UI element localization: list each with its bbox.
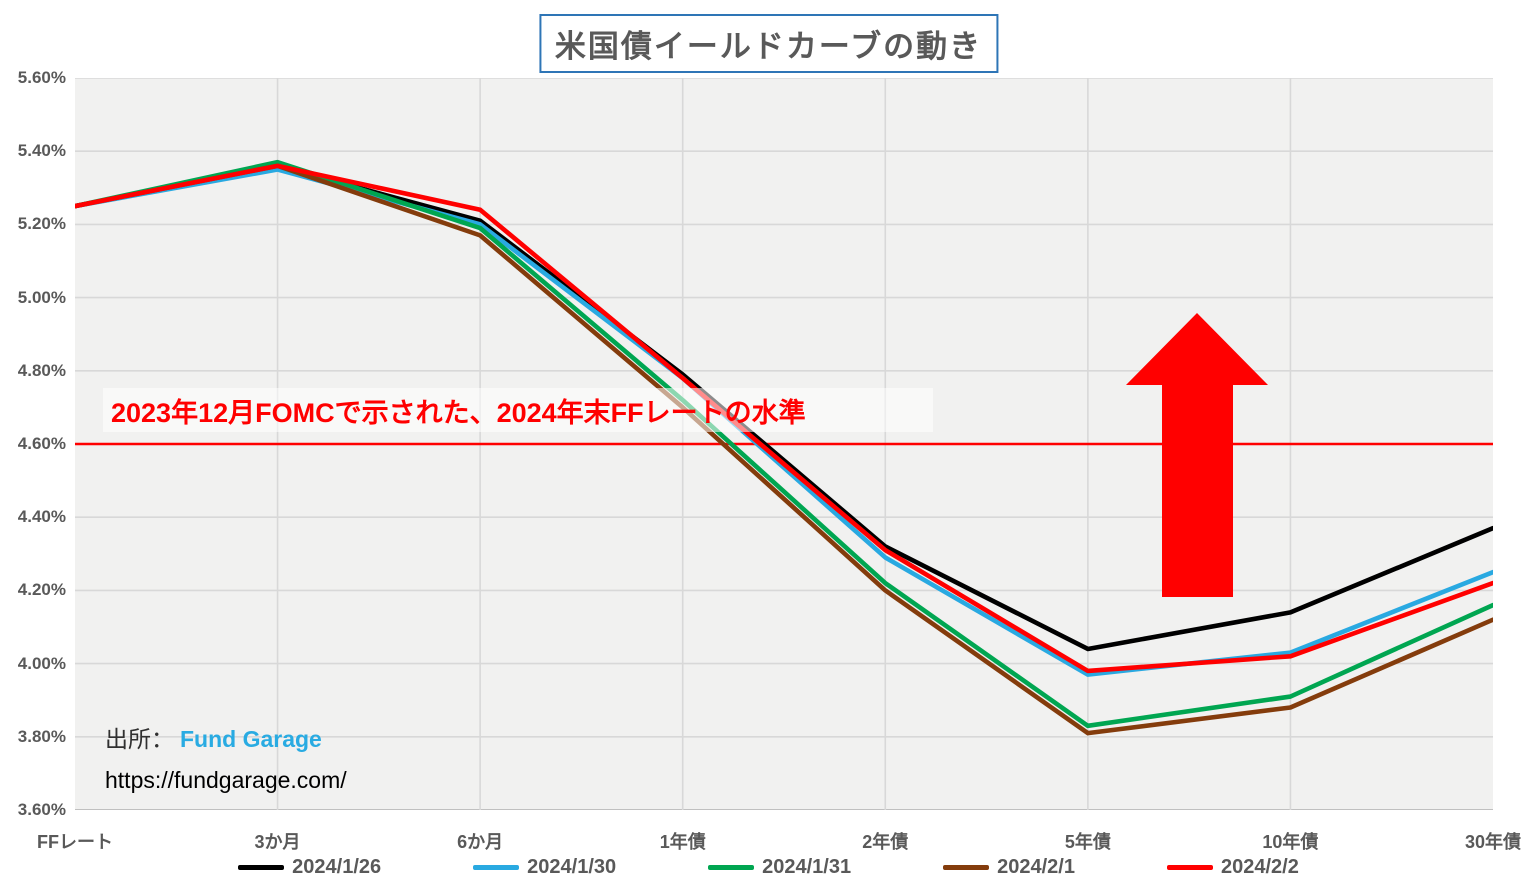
- series-line-2024-2-1: [75, 163, 1493, 736]
- y-tick-label: 3.80%: [17, 726, 66, 746]
- plot-area: 2023年12月FOMCで示された、2024年末FFレートの水準: [75, 78, 1493, 810]
- x-axis-label: 10年債: [1262, 832, 1319, 852]
- source-block: 出所： Fund Garage https://fundgarage.com/: [105, 720, 347, 794]
- fomc-annotation-bg: [103, 388, 933, 432]
- legend-label: 2024/1/26: [292, 856, 382, 878]
- x-axis-label: 30年債: [1464, 832, 1522, 852]
- legend-item: 2024/2/2: [1166, 856, 1299, 879]
- y-tick-label: 3.60%: [17, 800, 66, 819]
- x-axis-label: FFレート: [37, 832, 113, 852]
- source-label: 出所：: [105, 726, 174, 752]
- legend-swatch: [708, 865, 755, 870]
- x-axis-label: 3か月: [254, 832, 301, 852]
- y-tick-label: 4.40%: [17, 507, 66, 527]
- legend: 2024/1/26 2024/1/30 2024/1/31 2024/2/1 2024/…: [0, 856, 1537, 879]
- y-tick-label: 4.20%: [17, 580, 66, 600]
- source-name: Fund Garage: [180, 726, 322, 752]
- legend-swatch: [238, 865, 285, 870]
- x-axis-label: 5年債: [1064, 832, 1111, 852]
- legend-label: 2024/2/1: [997, 856, 1075, 878]
- series-line-2024-2-2: [75, 163, 1493, 674]
- legend-item: 2024/1/26: [238, 856, 381, 879]
- y-tick-label: 5.20%: [17, 214, 66, 234]
- y-tick-label: 5.40%: [17, 141, 66, 161]
- yield-curve-plot: 2023年12月FOMCで示された、2024年末FFレートの水準: [75, 78, 1493, 810]
- y-tick-label: 5.00%: [17, 287, 66, 307]
- legend-swatch: [1166, 865, 1213, 870]
- y-tick-label: 5.60%: [17, 68, 66, 87]
- legend-label: 2024/1/30: [527, 856, 617, 878]
- source-line: 出所： Fund Garage: [105, 720, 347, 754]
- x-axis-label: 6か月: [457, 832, 504, 852]
- source-url: https://fundgarage.com/: [105, 767, 347, 793]
- legend-label: 2024/1/31: [762, 856, 852, 878]
- y-tick-label: 4.80%: [17, 360, 66, 380]
- legend-item: 2024/1/30: [473, 856, 616, 879]
- fomc-annotation: 2023年12月FOMCで示された、2024年末FFレートの水準: [111, 397, 806, 428]
- x-axis-label: 1年債: [659, 832, 706, 852]
- y-tick-label: 4.60%: [17, 434, 66, 453]
- up-arrow: [1126, 313, 1268, 597]
- legend-item: 2024/2/1: [943, 856, 1075, 879]
- y-tick-label: 4.00%: [17, 653, 66, 673]
- legend-item: 2024/1/31: [708, 856, 851, 879]
- legend-swatch: [943, 865, 990, 870]
- legend-swatch: [473, 865, 520, 870]
- chart-title: 米国債イールドカーブの動き: [538, 14, 999, 73]
- x-axis-label: 2年債: [862, 832, 909, 852]
- legend-label: 2024/2/2: [1220, 856, 1299, 878]
